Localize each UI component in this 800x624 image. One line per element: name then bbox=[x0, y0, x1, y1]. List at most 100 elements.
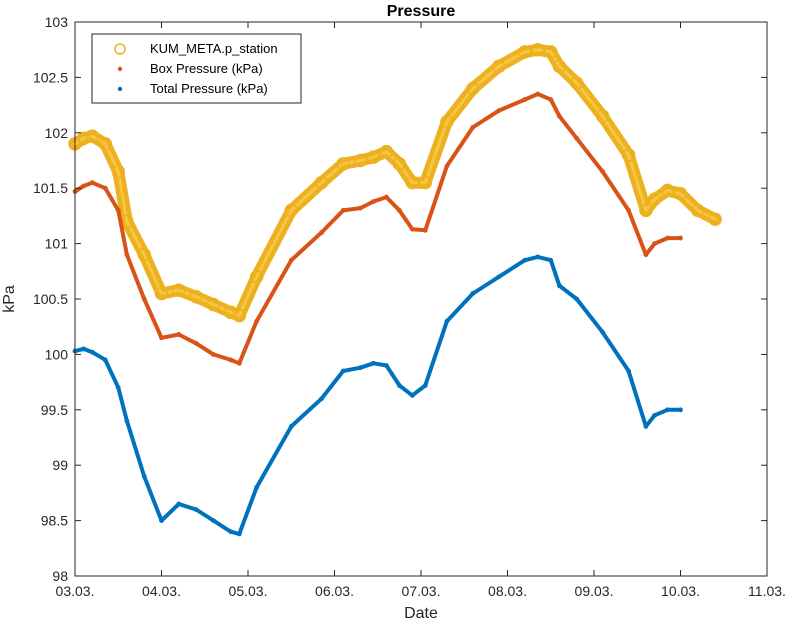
data-point bbox=[678, 235, 683, 241]
data-point bbox=[665, 235, 670, 241]
y-tick-label: 98.5 bbox=[41, 513, 68, 529]
data-point bbox=[353, 153, 368, 168]
data-point bbox=[652, 412, 657, 418]
data-point bbox=[358, 365, 363, 371]
data-point bbox=[228, 529, 234, 535]
data-point bbox=[189, 290, 203, 304]
data-point bbox=[569, 76, 584, 90]
data-point bbox=[102, 185, 108, 191]
x-tick-label: 05.03. bbox=[229, 583, 268, 599]
data-point bbox=[254, 318, 260, 324]
data-point bbox=[595, 109, 610, 123]
data-point bbox=[159, 335, 164, 341]
x-tick-label: 11.03. bbox=[748, 583, 786, 599]
y-tick-label: 99.5 bbox=[41, 402, 68, 418]
x-tick-label: 06.03. bbox=[315, 583, 354, 599]
data-point bbox=[405, 175, 420, 190]
data-point bbox=[124, 252, 130, 258]
data-point bbox=[371, 199, 376, 204]
data-point bbox=[176, 501, 182, 507]
y-tick-label: 101 bbox=[45, 236, 69, 252]
data-point bbox=[223, 305, 238, 320]
legend: KUM_META.p_station Box Pressure (kPa) To… bbox=[91, 33, 302, 104]
data-point bbox=[115, 207, 121, 213]
data-point bbox=[81, 346, 87, 352]
data-point bbox=[336, 157, 350, 171]
x-tick-label: 03.03. bbox=[56, 583, 95, 599]
data-point bbox=[211, 352, 216, 357]
data-point bbox=[548, 257, 554, 263]
data-point bbox=[89, 349, 95, 355]
series-2 bbox=[72, 254, 683, 537]
data-point bbox=[665, 407, 670, 413]
y-tick-label: 103 bbox=[45, 14, 69, 30]
x-tick-label: 10.03. bbox=[661, 583, 700, 599]
data-point bbox=[206, 297, 221, 312]
legend-marker-total-pressure bbox=[117, 86, 123, 92]
y-tick-label: 102.5 bbox=[33, 69, 68, 85]
data-point bbox=[639, 203, 653, 218]
data-point bbox=[141, 296, 147, 302]
y-tick-label: 100 bbox=[45, 346, 69, 362]
legend-label-kum-meta: KUM_META.p_station bbox=[150, 41, 278, 56]
data-point bbox=[600, 329, 606, 335]
data-point bbox=[535, 254, 541, 260]
data-point bbox=[288, 424, 294, 429]
data-point bbox=[535, 91, 541, 97]
legend-label-total-pressure: Total Pressure (kPa) bbox=[150, 81, 268, 96]
data-point bbox=[319, 396, 324, 402]
y-tick-label: 100.5 bbox=[33, 291, 68, 307]
data-point bbox=[384, 194, 389, 200]
y-tick-label: 101.5 bbox=[33, 180, 68, 196]
data-point bbox=[440, 114, 454, 129]
x-axis-title: Date bbox=[404, 605, 438, 622]
data-point bbox=[392, 157, 407, 171]
y-tick-label: 99 bbox=[52, 457, 68, 473]
data-point bbox=[396, 207, 402, 213]
data-point bbox=[647, 192, 662, 207]
legend-marker-box-pressure bbox=[117, 66, 123, 72]
data-point bbox=[193, 340, 199, 346]
data-point bbox=[621, 148, 636, 162]
data-point bbox=[159, 518, 164, 523]
data-point bbox=[366, 150, 381, 164]
data-point bbox=[236, 360, 242, 366]
data-point bbox=[379, 144, 394, 159]
data-point bbox=[193, 507, 199, 512]
series-0 bbox=[68, 42, 722, 323]
data-point bbox=[371, 360, 376, 366]
data-point bbox=[232, 308, 247, 323]
x-tick-label: 09.03. bbox=[575, 583, 614, 599]
data-point bbox=[643, 252, 649, 258]
chart-title: Pressure bbox=[387, 3, 456, 20]
axes-layer: 03.03. 04.03. 05.03. 06.03. 07.03. 08.03. 09.0… bbox=[33, 14, 786, 599]
data-point bbox=[444, 318, 450, 324]
data-point bbox=[288, 257, 294, 263]
data-point bbox=[557, 113, 562, 119]
data-point bbox=[678, 407, 683, 413]
data-point bbox=[228, 357, 234, 363]
data-point bbox=[574, 296, 580, 302]
data-point bbox=[137, 247, 151, 262]
data-point bbox=[284, 203, 298, 218]
data-point bbox=[76, 131, 91, 146]
data-point bbox=[643, 424, 649, 429]
data-point bbox=[409, 392, 415, 398]
data-point bbox=[81, 183, 87, 189]
data-point bbox=[600, 169, 606, 174]
data-point bbox=[115, 385, 121, 391]
data-point bbox=[124, 418, 130, 424]
data-point bbox=[544, 45, 558, 59]
data-point bbox=[98, 137, 113, 151]
data-point bbox=[319, 230, 324, 235]
data-point bbox=[626, 207, 631, 213]
data-point bbox=[444, 163, 450, 169]
y-tick-label: 98 bbox=[52, 568, 68, 584]
data-point bbox=[85, 129, 100, 143]
data-point bbox=[176, 332, 182, 337]
data-point bbox=[522, 257, 528, 263]
data-point bbox=[409, 226, 415, 232]
x-tick-label: 07.03. bbox=[402, 583, 441, 599]
data-point bbox=[89, 180, 95, 186]
series-line-station-highlight bbox=[73, 48, 717, 318]
